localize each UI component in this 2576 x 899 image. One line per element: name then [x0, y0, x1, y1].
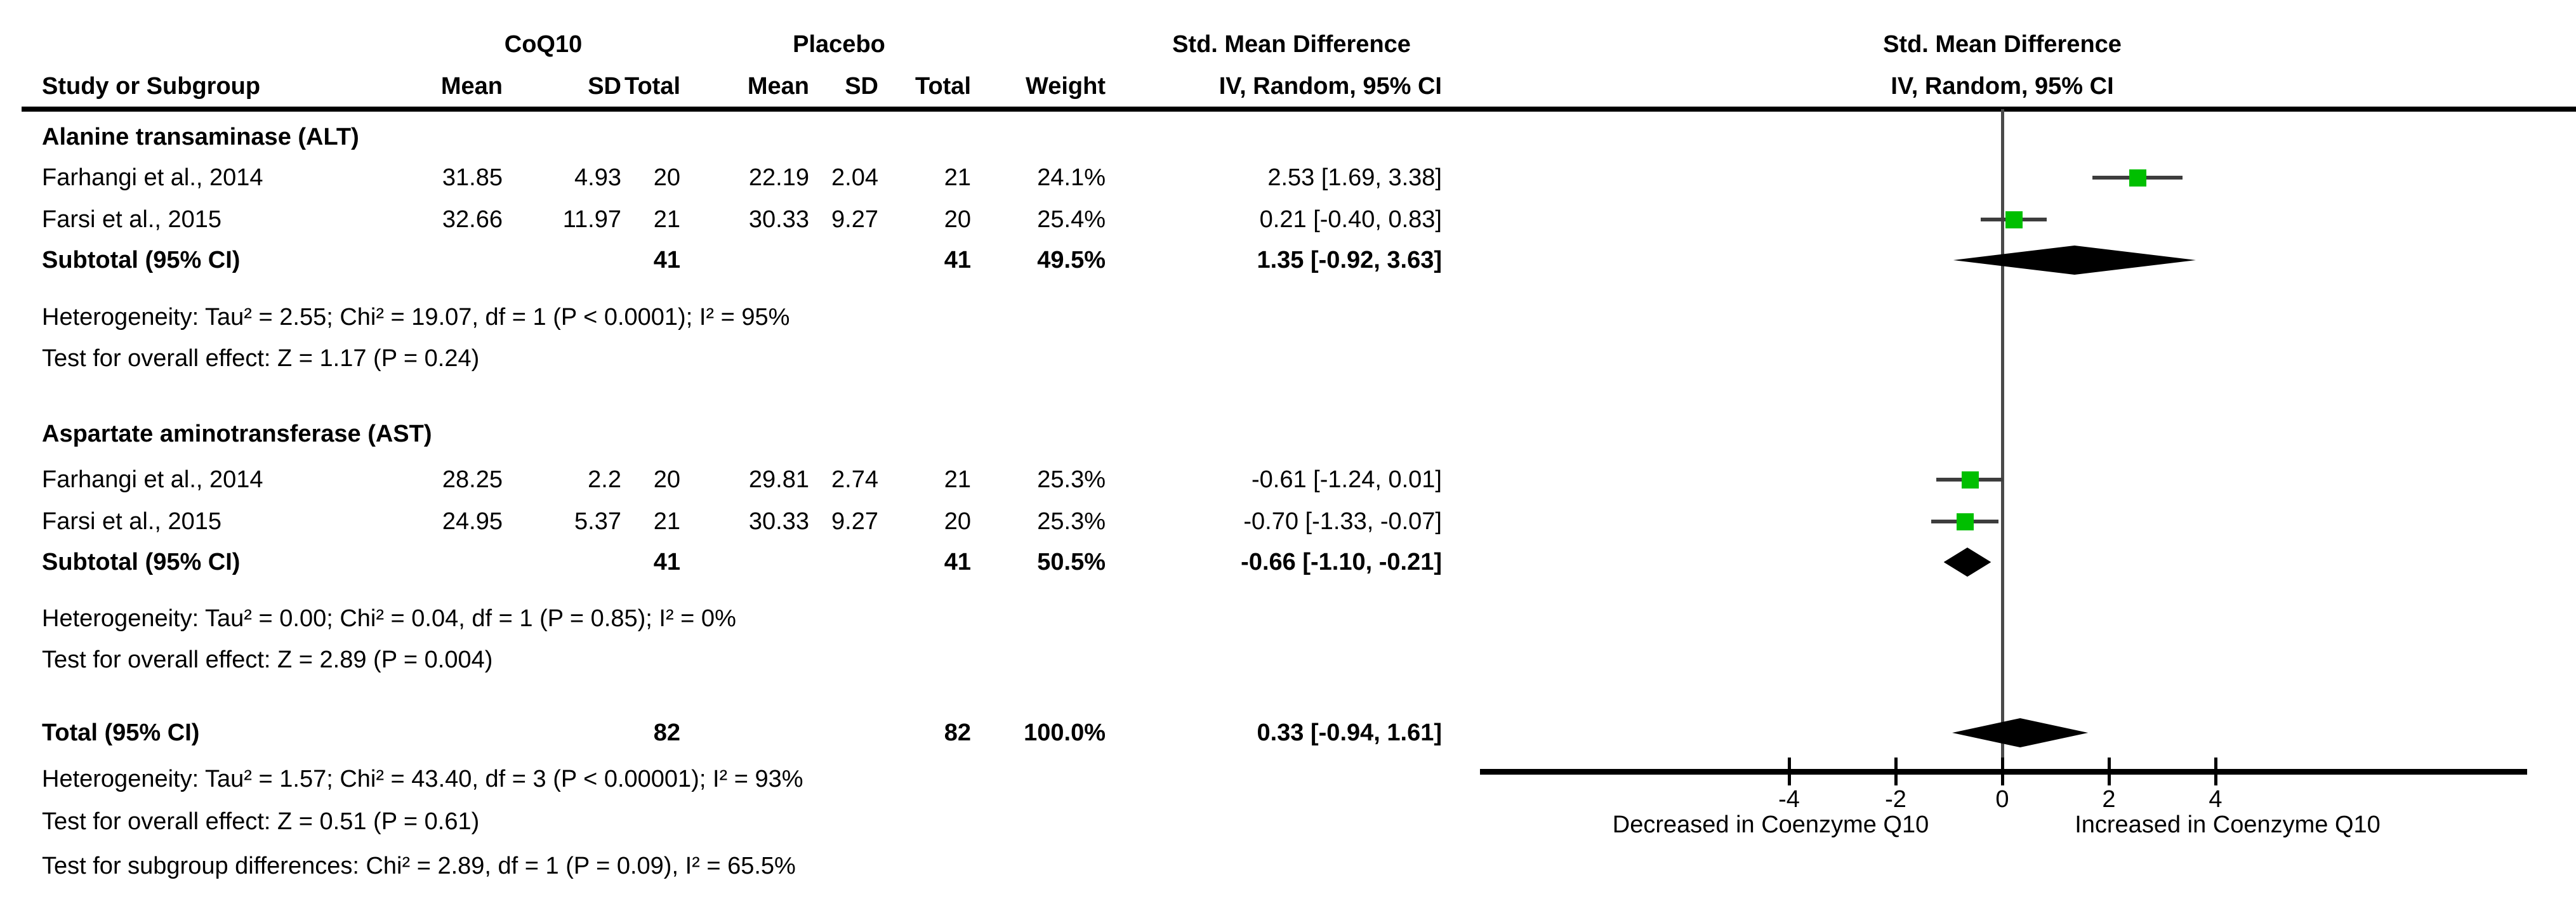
- mean-placebo-cell: 30.33: [748, 508, 809, 535]
- sd-coq10-cell: 5.37: [574, 508, 621, 535]
- mean-coq10-cell: 31.85: [442, 164, 503, 191]
- ci-text-cell: 0.21 [-0.40, 0.83]: [1259, 206, 1442, 233]
- axis-label-increased: Increased in Coenzyme Q10: [2075, 811, 2381, 838]
- x-axis-tick: [2214, 758, 2217, 785]
- x-axis-tick-label: 4: [2209, 786, 2223, 813]
- header-effect-table: Std. Mean Difference: [1172, 31, 1411, 58]
- overall-effect-text: Test for overall effect: Z = 2.89 (P = 0…: [42, 646, 493, 673]
- subtotal-label: Subtotal (95% CI): [42, 247, 241, 273]
- x-axis-tick-label: -2: [1885, 786, 1906, 813]
- total-label: Total (95% CI): [42, 719, 200, 746]
- subtotal-diamond: [1953, 246, 2196, 275]
- study-label: Farhangi et al., 2014: [42, 164, 263, 191]
- header-effect-plot: Std. Mean Difference: [1883, 31, 2122, 58]
- col-header-study: Study or Subgroup: [42, 73, 261, 100]
- header-group-placebo: Placebo: [793, 31, 885, 58]
- total-placebo-cell: 41: [944, 247, 971, 273]
- total-coq10-cell: 41: [653, 247, 680, 273]
- total-coq10-cell: 82: [653, 719, 680, 746]
- x-axis-tick-label: -4: [1778, 786, 1800, 813]
- total-coq10-cell: 41: [653, 549, 680, 575]
- weight-cell: 25.3%: [1037, 466, 1106, 493]
- col-header-total-placebo: Total: [915, 73, 971, 100]
- sd-placebo-cell: 2.74: [831, 466, 878, 493]
- ci-text-cell: 0.33 [-0.94, 1.61]: [1257, 719, 1442, 746]
- weight-cell: 49.5%: [1037, 247, 1106, 273]
- heterogeneity-text: Heterogeneity: Tau² = 1.57; Chi² = 43.40…: [42, 766, 803, 792]
- header-group-coq10: CoQ10: [504, 31, 583, 58]
- mean-placebo-cell: 29.81: [748, 466, 809, 493]
- heterogeneity-text: Heterogeneity: Tau² = 0.00; Chi² = 0.04,…: [42, 605, 736, 632]
- mean-placebo-cell: 30.33: [748, 206, 809, 233]
- total-coq10-cell: 21: [653, 206, 680, 233]
- study-label: Farhangi et al., 2014: [42, 466, 263, 493]
- study-label: Farsi et al., 2015: [42, 206, 222, 233]
- overall-effect-text: Test for overall effect: Z = 0.51 (P = 0…: [42, 808, 480, 835]
- col-header-mean-placebo: Mean: [747, 73, 809, 100]
- header-separator-line: [22, 107, 2576, 112]
- x-axis-tick: [2001, 758, 2004, 785]
- heterogeneity-text: Heterogeneity: Tau² = 2.55; Chi² = 19.07…: [42, 304, 790, 331]
- subgroup-title: Alanine transaminase (ALT): [42, 124, 359, 150]
- total-placebo-cell: 41: [944, 549, 971, 575]
- mean-coq10-cell: 24.95: [442, 508, 503, 535]
- total-placebo-cell: 21: [944, 466, 971, 493]
- weight-cell: 100.0%: [1024, 719, 1106, 746]
- subtotal-diamond: [1943, 548, 1991, 577]
- col-header-iv-ci: IV, Random, 95% CI: [1219, 73, 1442, 100]
- col-header-total-coq10: Total: [624, 73, 680, 100]
- smd-marker: [1957, 513, 1974, 530]
- sd-placebo-cell: 9.27: [831, 206, 878, 233]
- weight-cell: 25.4%: [1037, 206, 1106, 233]
- col-header-weight: Weight: [1026, 73, 1106, 100]
- total-diamond: [1952, 718, 2089, 747]
- smd-marker: [2005, 211, 2023, 228]
- sd-placebo-cell: 2.04: [831, 164, 878, 191]
- study-label: Farsi et al., 2015: [42, 508, 222, 535]
- total-coq10-cell: 20: [653, 466, 680, 493]
- axis-label-decreased: Decreased in Coenzyme Q10: [1612, 811, 1929, 838]
- weight-cell: 50.5%: [1037, 549, 1106, 575]
- ci-text-cell: -0.66 [-1.10, -0.21]: [1241, 549, 1442, 575]
- overall-effect-text: Test for overall effect: Z = 1.17 (P = 0…: [42, 345, 480, 372]
- total-placebo-cell: 20: [944, 206, 971, 233]
- smd-marker: [1961, 471, 1979, 489]
- subgroup-differences-text: Test for subgroup differences: Chi² = 2.…: [42, 853, 796, 879]
- sd-coq10-cell: 11.97: [562, 206, 621, 233]
- mean-coq10-cell: 32.66: [442, 206, 503, 233]
- total-placebo-cell: 21: [944, 164, 971, 191]
- total-placebo-cell: 82: [944, 719, 971, 746]
- col-header-sd-coq10: SD: [588, 73, 621, 100]
- weight-cell: 24.1%: [1037, 164, 1106, 191]
- subtotal-label: Subtotal (95% CI): [42, 549, 241, 575]
- x-axis-tick: [2108, 758, 2111, 785]
- ci-text-cell: 2.53 [1.69, 3.38]: [1267, 164, 1442, 191]
- col-header-sd-placebo: SD: [845, 73, 878, 100]
- ci-text-cell: -0.61 [-1.24, 0.01]: [1252, 466, 1442, 493]
- ci-text-cell: -0.70 [-1.33, -0.07]: [1243, 508, 1442, 535]
- x-axis-tick-label: 2: [2102, 786, 2116, 813]
- mean-coq10-cell: 28.25: [442, 466, 503, 493]
- x-axis-tick: [1788, 758, 1791, 785]
- x-axis-tick-label: 0: [1995, 786, 2009, 813]
- weight-cell: 25.3%: [1037, 508, 1106, 535]
- sd-coq10-cell: 2.2: [588, 466, 621, 493]
- total-placebo-cell: 20: [944, 508, 971, 535]
- mean-placebo-cell: 22.19: [748, 164, 809, 191]
- sd-coq10-cell: 4.93: [574, 164, 621, 191]
- x-axis-tick: [1894, 758, 1898, 785]
- subgroup-title: Aspartate aminotransferase (AST): [42, 421, 432, 447]
- zero-line: [2001, 109, 2004, 771]
- plot-header-iv-ci: IV, Random, 95% CI: [1891, 73, 2114, 100]
- total-coq10-cell: 20: [653, 164, 680, 191]
- total-coq10-cell: 21: [653, 508, 680, 535]
- col-header-mean-coq10: Mean: [440, 73, 503, 100]
- smd-marker: [2129, 169, 2146, 187]
- ci-text-cell: 1.35 [-0.92, 3.63]: [1257, 247, 1442, 273]
- sd-placebo-cell: 9.27: [831, 508, 878, 535]
